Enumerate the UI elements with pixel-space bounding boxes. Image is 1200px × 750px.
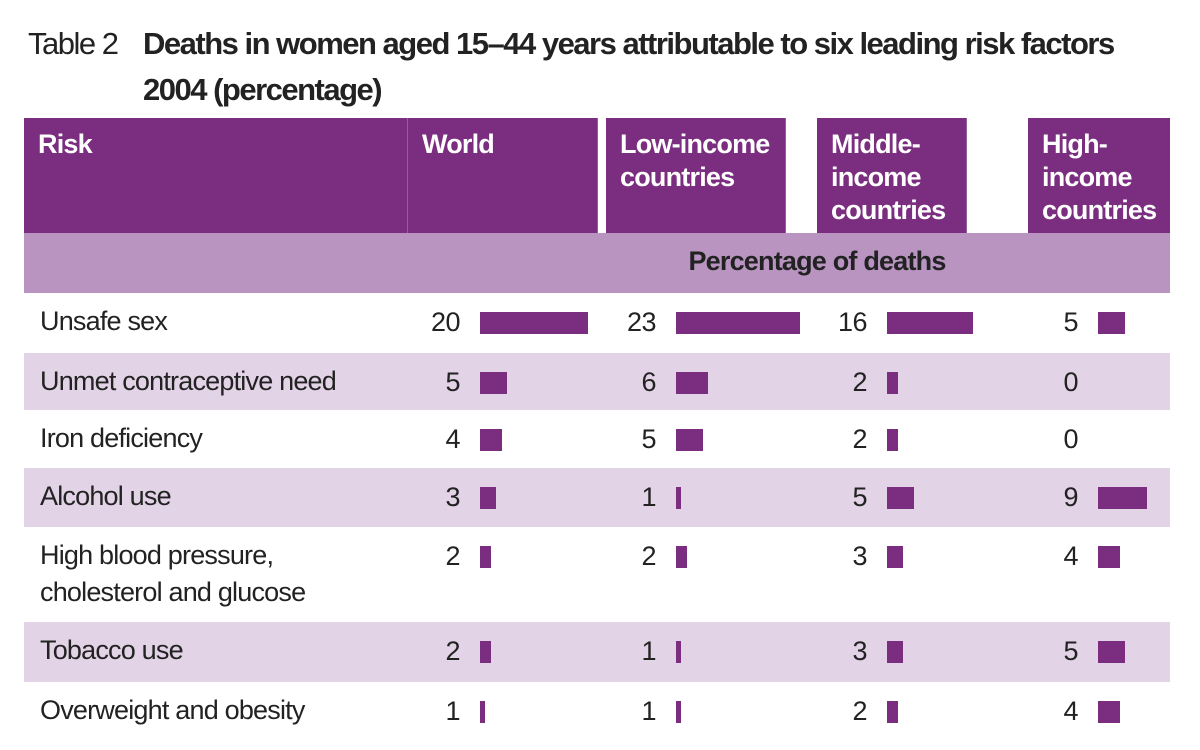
value-label: 0 bbox=[1063, 424, 1078, 454]
bar bbox=[1098, 487, 1147, 509]
value-label: 5 bbox=[1063, 307, 1078, 337]
table: Risk World Low-income countries Middle-inco… bbox=[24, 118, 1170, 750]
subheader-cell bbox=[24, 233, 408, 293]
subheader-cell bbox=[1028, 233, 1170, 293]
bar bbox=[676, 372, 709, 394]
value-label: 6 bbox=[641, 367, 656, 397]
bar bbox=[676, 641, 682, 663]
subheader-cell bbox=[408, 233, 607, 293]
table-row: Overweight and obesity 1 1 2 4 bbox=[24, 682, 1170, 740]
table-row: High blood pressure, cholesterol and glu… bbox=[24, 527, 1170, 622]
value-label: 1 bbox=[641, 636, 656, 666]
value-label: 2 bbox=[445, 636, 460, 666]
bar bbox=[887, 372, 898, 394]
bar bbox=[887, 701, 898, 723]
value-label: 1 bbox=[641, 482, 656, 512]
bar bbox=[676, 701, 682, 723]
value-label: 5 bbox=[641, 424, 656, 454]
value-label: 2 bbox=[445, 541, 460, 571]
header-cell: Middle-income countries bbox=[817, 118, 967, 233]
subheader-label: Percentage of deaths bbox=[688, 246, 946, 276]
bar bbox=[480, 641, 491, 663]
value-label: 2 bbox=[852, 424, 867, 454]
value-label: 23 bbox=[626, 307, 657, 337]
bar bbox=[1098, 546, 1120, 568]
bar bbox=[480, 312, 588, 334]
risk-label: High blood pressure, cholesterol and glu… bbox=[40, 540, 306, 607]
bar bbox=[887, 641, 904, 663]
value-label: 3 bbox=[852, 541, 867, 571]
bar bbox=[480, 546, 491, 568]
value-label: 1 bbox=[445, 696, 460, 726]
table-row: Tobacco use 2 1 3 5 bbox=[24, 622, 1170, 682]
bar bbox=[480, 429, 502, 451]
title-line2: 2004 (percentage) bbox=[143, 72, 383, 107]
risk-label: Unmet contraceptive need bbox=[40, 366, 337, 396]
value-label: 3 bbox=[852, 636, 867, 666]
value-label: 4 bbox=[445, 424, 460, 454]
value-label: 16 bbox=[837, 307, 868, 337]
value-label: 5 bbox=[1063, 636, 1078, 666]
header-cell: Risk bbox=[24, 118, 408, 233]
bar bbox=[887, 312, 974, 334]
bar bbox=[480, 701, 486, 723]
value-label: 5 bbox=[852, 482, 867, 512]
risk-label: Tobacco use bbox=[40, 635, 184, 665]
bar bbox=[1098, 641, 1125, 663]
subheader-cell bbox=[817, 233, 1028, 293]
header-cell: Low-income countries bbox=[606, 118, 786, 233]
value-label: 1 bbox=[641, 696, 656, 726]
table-row: Iron deficiency 4 5 2 0 bbox=[24, 410, 1170, 468]
value-label: 5 bbox=[445, 367, 460, 397]
bar bbox=[887, 487, 914, 509]
bar bbox=[887, 546, 904, 568]
bar bbox=[676, 487, 682, 509]
table-row: Unmet contraceptive need 5 6 2 0 bbox=[24, 353, 1170, 410]
value-label: 2 bbox=[641, 541, 656, 571]
value-label: 9 bbox=[1063, 482, 1078, 512]
header-cell: High-income countries bbox=[1028, 118, 1170, 233]
value-label: 4 bbox=[1063, 696, 1078, 726]
bar bbox=[480, 487, 497, 509]
risk-label: Overweight and obesity bbox=[40, 695, 305, 725]
risk-label: Unsafe sex bbox=[40, 306, 168, 336]
value-label: 4 bbox=[1063, 541, 1078, 571]
table-row: Unsafe sex 20 23 16 5 bbox=[24, 293, 1170, 353]
table-label: Table 2 bbox=[28, 26, 119, 61]
table-row: Alcohol use 3 1 5 9 bbox=[24, 468, 1170, 527]
bar bbox=[1098, 701, 1120, 723]
value-label: 20 bbox=[430, 307, 461, 337]
bar bbox=[887, 429, 898, 451]
title: Deaths in women aged 15–44 years attribu… bbox=[143, 26, 1115, 61]
bar bbox=[676, 546, 687, 568]
bar bbox=[480, 372, 507, 394]
header-cell: World bbox=[408, 118, 598, 233]
risk-label: Iron deficiency bbox=[40, 423, 203, 453]
risk-label: Alcohol use bbox=[40, 481, 172, 511]
bar bbox=[1098, 312, 1125, 334]
value-label: 0 bbox=[1063, 367, 1078, 397]
value-label: 3 bbox=[445, 482, 460, 512]
value-label: 2 bbox=[852, 696, 867, 726]
value-label: 2 bbox=[852, 367, 867, 397]
bar bbox=[676, 312, 801, 334]
subheader-cell bbox=[606, 233, 818, 293]
bar bbox=[676, 429, 703, 451]
